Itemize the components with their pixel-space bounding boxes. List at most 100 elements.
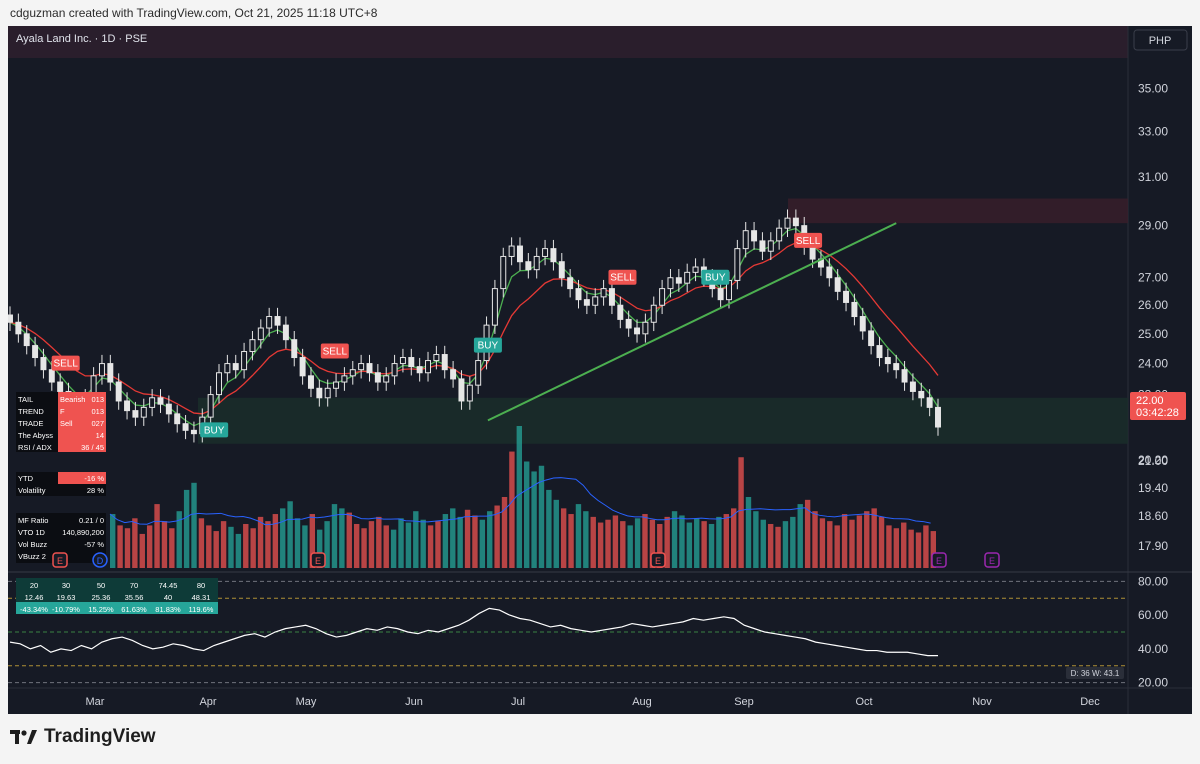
trendline-layer[interactable]: [487, 222, 897, 422]
last-price-value: 22.00: [1136, 395, 1164, 407]
candle: [859, 316, 866, 332]
tradingview-logo[interactable]: TradingView: [10, 726, 156, 748]
currency-button[interactable]: [1133, 29, 1188, 51]
event-marker-label: E: [936, 556, 942, 566]
chart-frame[interactable]: Ayala Land Inc. · 1D · PSE PHP SELL BUY SE…: [8, 26, 1192, 714]
candle: [333, 381, 340, 389]
panel-value-b: 36 / 45: [81, 443, 104, 452]
candle: [533, 255, 540, 271]
candle: [165, 403, 172, 415]
volume-bar: [915, 532, 922, 568]
volume-bar: [191, 482, 197, 568]
volume-bar: [368, 521, 375, 568]
volume-tick: 17.90: [1138, 539, 1168, 553]
zones-layer: [198, 198, 1128, 444]
candle: [433, 354, 440, 362]
buy-signal: BUY: [200, 422, 229, 438]
panel-key: RSI / ADX: [18, 443, 52, 452]
volume-layer: [109, 426, 936, 568]
volume-bar: [413, 511, 419, 568]
volume-bar: [487, 511, 493, 568]
ema-layer: [9, 227, 939, 427]
candle: [583, 299, 590, 306]
rsi-badge: D: 36 W: 43.1: [1071, 669, 1120, 678]
time-tick: Dec: [1080, 696, 1100, 708]
candle: [291, 339, 298, 359]
axes-layer: 35.00 33.00 31.00 29.00 27.00 26.00 25.00 24.00…: [86, 82, 1169, 708]
support-trendline[interactable]: [487, 222, 897, 422]
event-marker-frame: [310, 552, 326, 568]
candle: [843, 290, 850, 303]
candle: [408, 357, 415, 368]
candle: [366, 363, 373, 374]
symbol-title[interactable]: Ayala Land Inc. · 1D · PSE: [16, 33, 147, 45]
panel-key: The Abyss: [18, 431, 53, 440]
volume-bar: [124, 528, 131, 568]
volume-bar: [782, 521, 789, 568]
panel-value-b: 027: [91, 419, 104, 428]
resistance-zone: [788, 198, 1128, 224]
volume-bar: [287, 501, 293, 568]
candle: [642, 321, 649, 335]
volume-bar: [220, 521, 227, 568]
title-bar: [8, 26, 1128, 58]
candle: [767, 240, 774, 252]
candle: [918, 390, 925, 399]
rsi-tick: 40.00: [1138, 642, 1168, 656]
panel-key: Vol Buzz: [18, 540, 47, 549]
rsi-table: 20 30 50 70 74.45 80 12.46 19.63 25.36 35.56 40 48.…: [16, 578, 218, 614]
candle: [132, 410, 139, 418]
time-tick: May: [296, 696, 317, 708]
candle: [216, 372, 222, 396]
volume-bar: [494, 505, 500, 568]
candle: [667, 277, 674, 290]
volume-bar: [235, 533, 242, 568]
candle: [316, 387, 323, 399]
event-marker-label: D: [97, 556, 104, 566]
volume-bar: [198, 518, 205, 568]
candle: [458, 378, 465, 402]
candle: [425, 360, 432, 374]
volume-bar: [694, 518, 700, 568]
currency-label: PHP: [1149, 35, 1172, 47]
candle: [876, 345, 883, 359]
volume-bar: [849, 519, 855, 568]
candle: [207, 394, 214, 418]
chart-svg[interactable]: Ayala Land Inc. · 1D · PSE PHP SELLBUYSE…: [8, 26, 1192, 714]
signal-label: SELL: [323, 347, 348, 358]
volume-bar: [575, 504, 582, 568]
volume-bar: [760, 519, 766, 568]
volume-bar: [516, 426, 522, 568]
candle: [57, 381, 64, 392]
candle: [466, 384, 473, 402]
rsi-tick: 80.00: [1138, 574, 1168, 588]
volume-bar: [524, 461, 530, 568]
candle: [734, 248, 741, 281]
rsi-table-cell: 15.25%: [88, 605, 114, 614]
rsi-tick: 20.00: [1138, 676, 1168, 690]
panel-key: TAIL: [18, 395, 33, 404]
event-marker: E: [984, 552, 1000, 568]
candle: [399, 357, 406, 365]
panel-value: 0.21 / 0: [79, 516, 104, 525]
rsi-table-cell: 35.56: [125, 593, 144, 602]
chart-caption: cdguzman created with TradingView.com, O…: [10, 6, 378, 20]
volume-bar: [450, 508, 456, 568]
volume-bar: [324, 521, 330, 568]
event-marker-frame: [52, 552, 68, 568]
candle: [274, 316, 281, 326]
candle: [625, 318, 632, 329]
price-tick: 21.00: [1138, 454, 1168, 468]
panel-value-a: F: [60, 407, 65, 416]
volume-bar: [294, 518, 301, 568]
volume-bar: [531, 471, 537, 568]
event-marker-label: E: [57, 556, 63, 566]
price-tick: 26.00: [1138, 298, 1168, 312]
volume-bar: [206, 525, 212, 568]
volume-bar: [501, 497, 508, 568]
candle: [592, 296, 599, 306]
candle: [140, 406, 147, 418]
volume-bar: [819, 518, 826, 568]
volume-bar: [597, 522, 604, 568]
volume-bar: [701, 521, 707, 568]
